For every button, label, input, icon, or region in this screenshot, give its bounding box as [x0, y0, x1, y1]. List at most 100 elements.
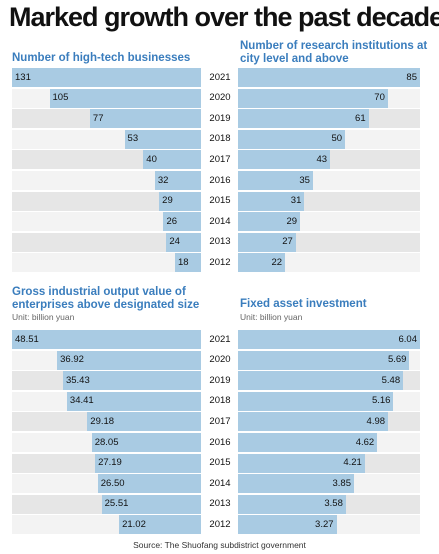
value-label-2017: 40: [146, 153, 157, 165]
value-label-2019: 77: [92, 112, 104, 124]
bar-2016: [154, 171, 201, 190]
value-label-2016: 35: [299, 174, 310, 186]
bar-2021: [12, 68, 201, 87]
value-label-2019: 5.48: [381, 374, 401, 386]
panel-unit-gross-industrial-output: Unit: billion yuan: [12, 312, 75, 322]
value-label-2012: 18: [178, 256, 189, 268]
year-label-2016: 2016: [209, 436, 231, 448]
bar-2013: [166, 232, 201, 252]
bar-2015: [95, 453, 201, 473]
value-label-2015: 29: [162, 195, 173, 207]
bar-2016: [91, 433, 201, 452]
bar-2012: [238, 253, 286, 273]
row-background: [12, 232, 201, 252]
year-label-2021: 2021: [209, 333, 231, 345]
value-label-2020: 105: [52, 92, 69, 104]
value-label-2017: 43: [316, 153, 328, 165]
bar-2016: [238, 171, 313, 190]
value-label-2017: 4.98: [366, 415, 386, 427]
panel-title-gross-industrial-output: Gross industrial output value of enterpr…: [12, 286, 200, 311]
year-label-2014: 2014: [209, 477, 231, 489]
row-background: [12, 171, 201, 190]
bar-2020: [238, 88, 388, 108]
bar-2016: [238, 433, 378, 452]
bar-2012: [238, 515, 337, 535]
value-label-2019: 35.43: [65, 374, 90, 386]
value-label-2021: 48.51: [15, 333, 39, 345]
bar-2019: [89, 109, 201, 129]
value-label-2012: 3.27: [315, 518, 334, 530]
year-label-2018: 2018: [209, 395, 231, 407]
panel-title-fixed-asset-investment: Fixed asset investment: [240, 298, 367, 310]
bar-2018: [66, 391, 201, 411]
value-label-2015: 4.21: [343, 457, 362, 469]
bar-2014: [238, 474, 354, 494]
value-label-2019: 61: [355, 112, 366, 124]
row-background: [12, 191, 201, 211]
year-label-2021: 2021: [209, 71, 231, 83]
value-label-2018: 53: [127, 133, 139, 145]
year-label-2019: 2019: [209, 112, 231, 124]
year-label-2015: 2015: [209, 457, 231, 469]
value-label-2016: 28.05: [94, 436, 119, 448]
value-label-2021: 85: [406, 71, 417, 83]
year-label-2014: 2014: [209, 215, 231, 227]
bar-2018: [238, 129, 346, 149]
bar-2014: [163, 212, 201, 232]
value-label-2020: 70: [374, 92, 385, 104]
bar-2015: [238, 191, 305, 211]
year-label-2012: 2012: [209, 256, 231, 268]
year-label-2019: 2019: [209, 374, 231, 386]
bar-2017: [238, 150, 331, 170]
bar-2017: [238, 412, 389, 432]
value-label-2013: 3.58: [324, 498, 343, 510]
year-label-2016: 2016: [209, 174, 231, 186]
bar-2020: [57, 350, 201, 370]
year-label-2018: 2018: [209, 133, 231, 145]
value-label-2018: 5.16: [371, 395, 391, 407]
value-label-2017: 29.18: [90, 415, 115, 427]
bar-2018: [238, 391, 394, 411]
bar-2013: [101, 494, 201, 514]
bar-2014: [238, 212, 301, 232]
value-label-2015: 27.19: [98, 457, 122, 469]
value-label-2012: 22: [271, 256, 283, 268]
value-label-2016: 32: [157, 174, 169, 186]
value-label-2014: 29: [286, 215, 298, 227]
year-label-2017: 2017: [209, 415, 231, 427]
value-label-2018: 50: [331, 133, 343, 145]
bar-2019: [62, 371, 201, 391]
page-title: Marked growth over the past decade: [9, 2, 439, 32]
value-label-2021: 131: [15, 71, 31, 83]
value-label-2013: 25.51: [104, 498, 129, 510]
value-label-2014: 26.50: [100, 477, 125, 489]
year-label-2020: 2020: [209, 92, 231, 104]
row-background: [12, 212, 201, 232]
bar-2021: [12, 330, 201, 349]
bar-2014: [97, 474, 201, 494]
value-label-2014: 26: [166, 215, 178, 227]
value-label-2013: 24: [169, 236, 180, 248]
bar-2017: [143, 150, 201, 170]
bar-2019: [238, 371, 404, 391]
bar-2013: [238, 232, 296, 252]
year-label-2017: 2017: [209, 153, 231, 165]
value-label-2014: 3.85: [332, 477, 352, 489]
bar-2015: [238, 453, 365, 473]
bar-2017: [87, 412, 201, 432]
year-label-2012: 2012: [209, 518, 231, 530]
source-note: Source: The Shuofang subdistrict governm…: [133, 540, 306, 550]
bar-2013: [238, 494, 346, 514]
bar-2020: [238, 350, 410, 370]
bar-2015: [159, 191, 201, 211]
value-label-2016: 4.62: [355, 436, 375, 448]
year-label-2015: 2015: [209, 195, 231, 207]
year-label-2013: 2013: [209, 498, 231, 510]
value-label-2012: 21.02: [122, 518, 146, 530]
bar-2019: [238, 109, 369, 129]
value-label-2020: 5.69: [387, 354, 407, 366]
value-label-2018: 34.41: [69, 395, 94, 407]
row-background: [12, 253, 201, 273]
bar-2020: [49, 88, 201, 108]
value-label-2021: 6.04: [398, 333, 418, 345]
